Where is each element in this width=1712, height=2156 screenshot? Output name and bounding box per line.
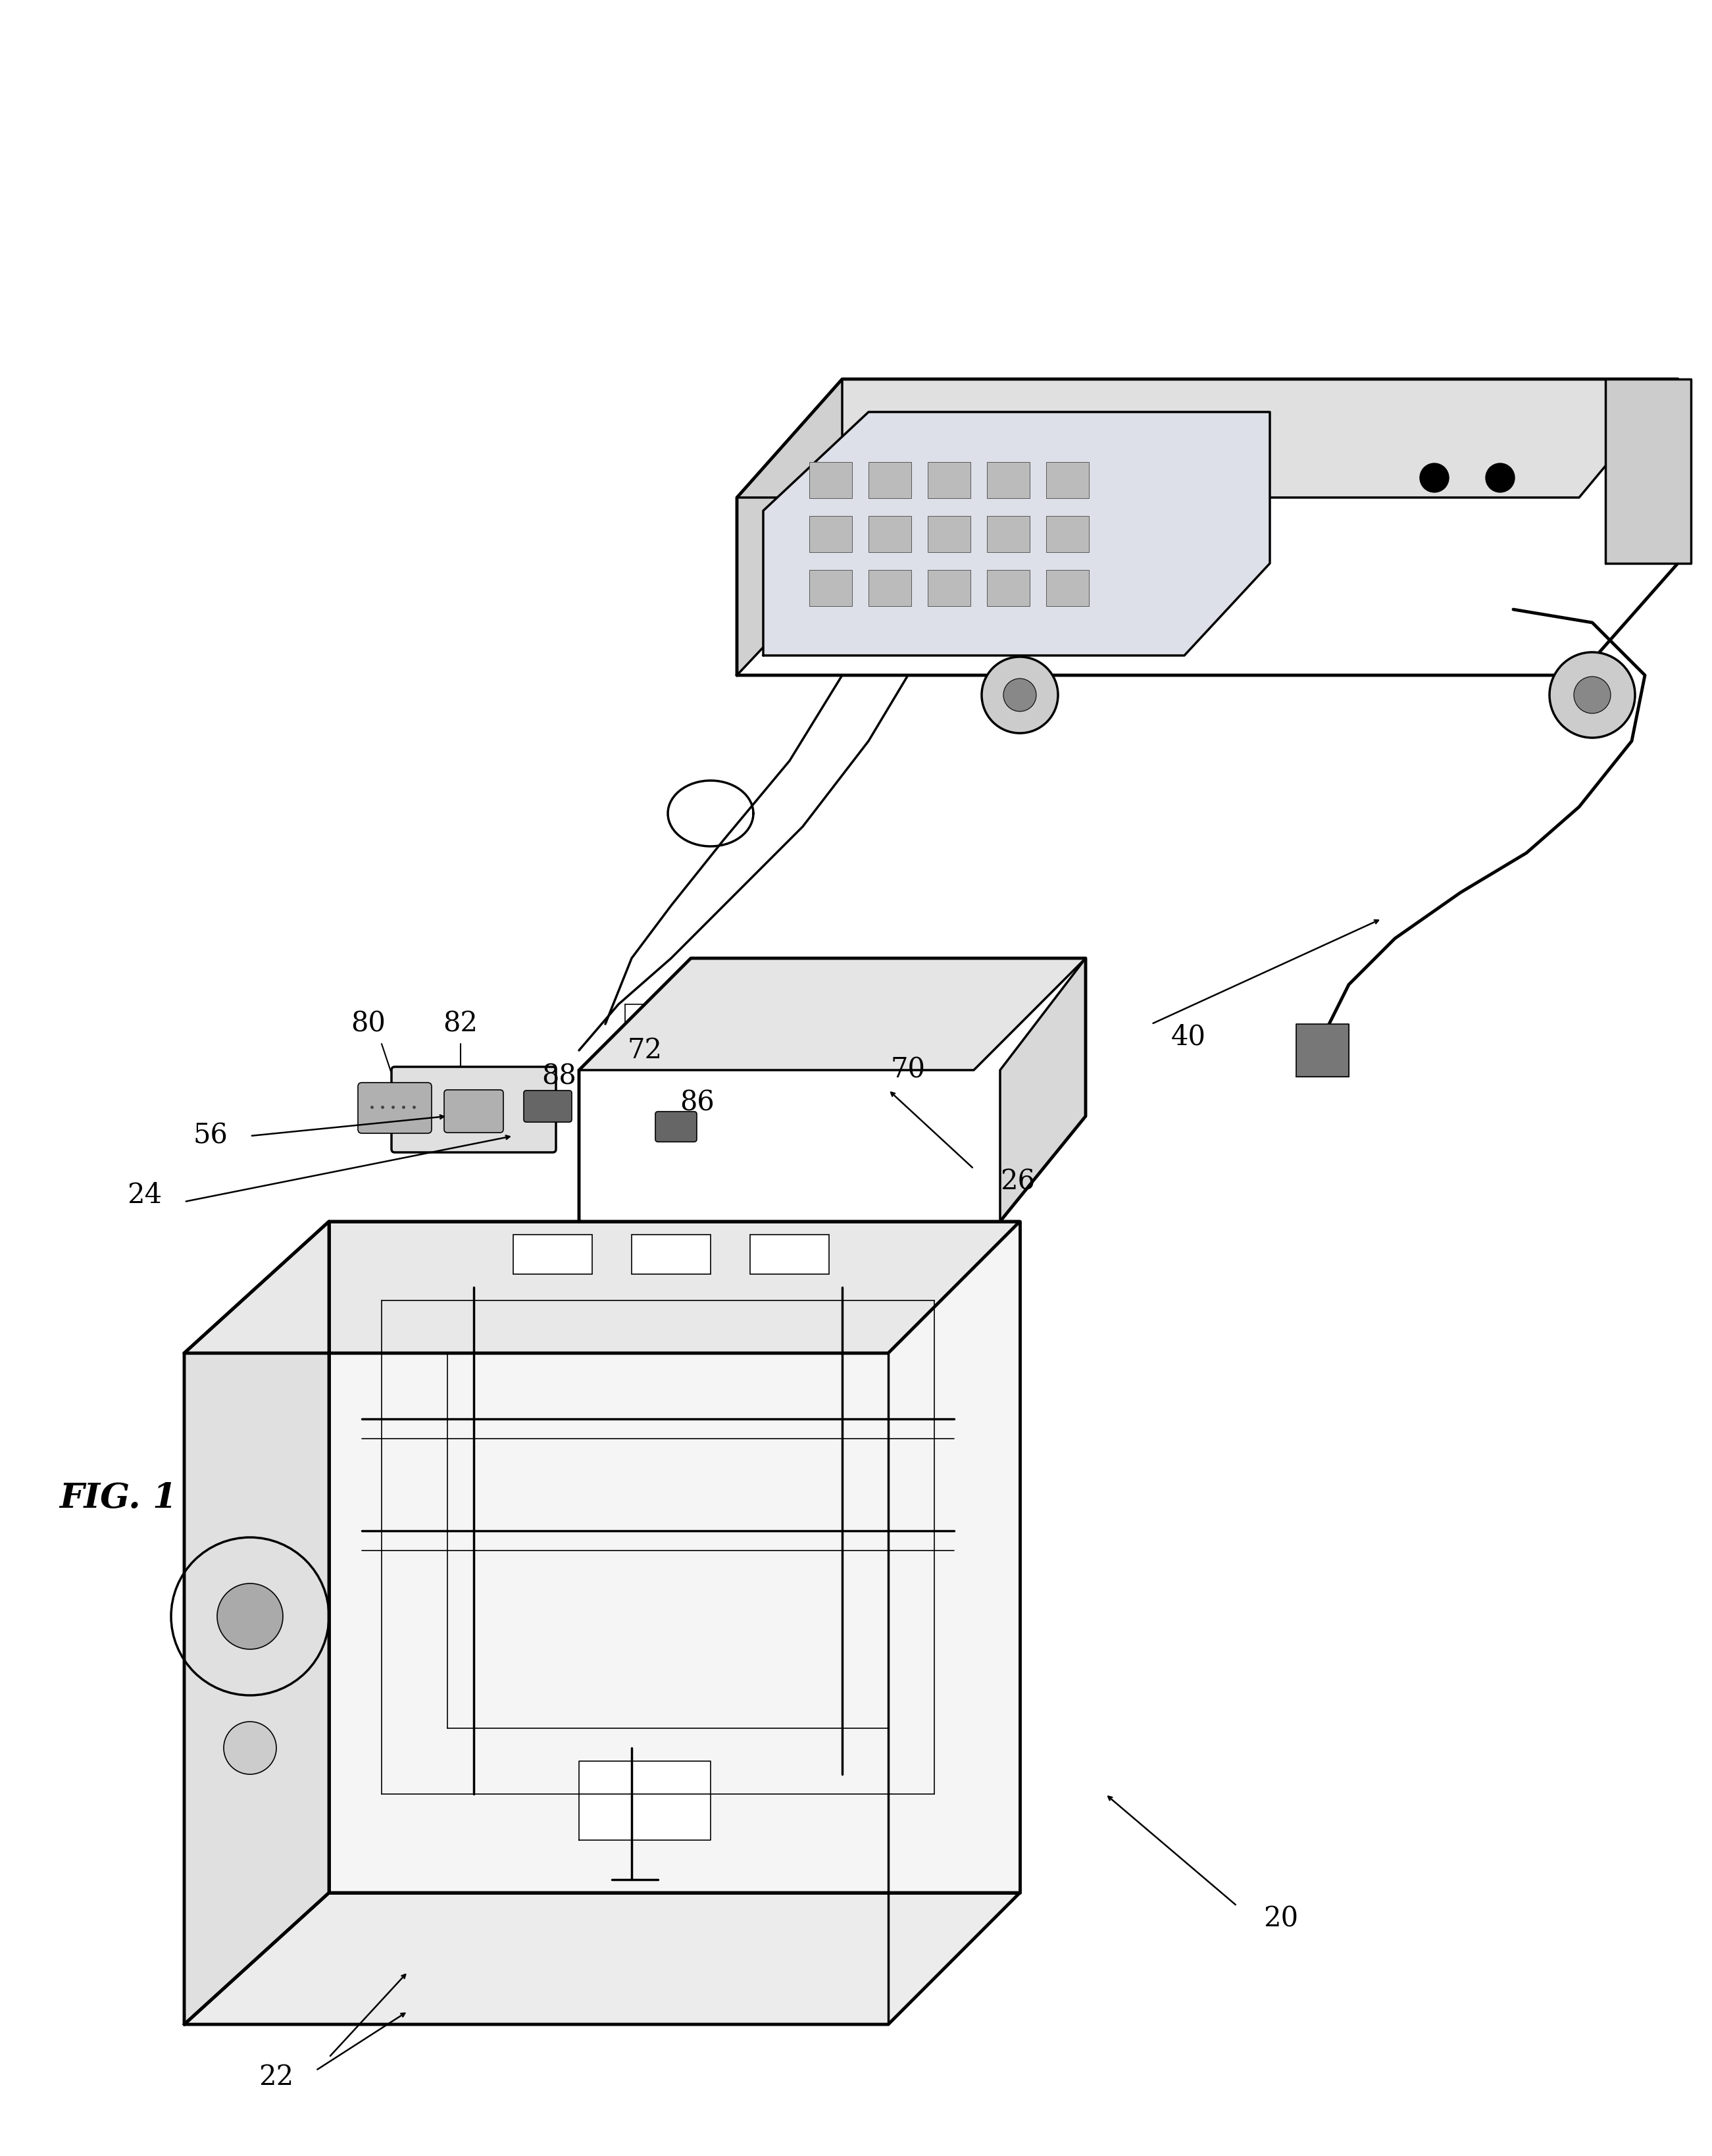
Text: 70: 70 xyxy=(890,1056,926,1084)
Polygon shape xyxy=(1296,1024,1349,1076)
Circle shape xyxy=(1419,464,1448,492)
FancyBboxPatch shape xyxy=(443,1089,503,1132)
FancyBboxPatch shape xyxy=(656,1112,697,1143)
Bar xyxy=(810,461,853,498)
Bar xyxy=(868,569,911,606)
Polygon shape xyxy=(579,957,1085,1222)
Polygon shape xyxy=(185,1222,1020,1354)
Polygon shape xyxy=(185,1893,1020,2024)
Circle shape xyxy=(217,1583,282,1649)
Text: FIG. 1: FIG. 1 xyxy=(60,1481,178,1516)
Polygon shape xyxy=(579,957,1085,1069)
Polygon shape xyxy=(736,379,842,675)
Circle shape xyxy=(1003,679,1036,711)
Polygon shape xyxy=(764,412,1270,655)
Text: 20: 20 xyxy=(1263,1906,1298,1934)
Polygon shape xyxy=(1000,957,1085,1222)
Text: 86: 86 xyxy=(680,1089,716,1117)
Bar xyxy=(750,1235,829,1274)
Polygon shape xyxy=(736,379,1678,498)
Bar xyxy=(514,1235,592,1274)
Text: 88: 88 xyxy=(543,1063,577,1091)
Bar xyxy=(810,515,853,552)
Text: 26: 26 xyxy=(1000,1169,1036,1197)
Bar xyxy=(1046,461,1089,498)
FancyBboxPatch shape xyxy=(392,1067,556,1151)
Text: 40: 40 xyxy=(1171,1024,1205,1050)
Text: 56: 56 xyxy=(193,1121,228,1149)
Bar xyxy=(986,569,1029,606)
Circle shape xyxy=(1573,677,1611,714)
Bar xyxy=(1046,569,1089,606)
Polygon shape xyxy=(736,379,1678,675)
Polygon shape xyxy=(185,1222,329,2024)
Bar xyxy=(986,515,1029,552)
Text: 80: 80 xyxy=(351,1011,385,1037)
Text: 72: 72 xyxy=(627,1037,663,1065)
Bar xyxy=(810,569,853,606)
Bar xyxy=(986,461,1029,498)
FancyBboxPatch shape xyxy=(524,1091,572,1121)
Circle shape xyxy=(224,1723,276,1774)
Text: 22: 22 xyxy=(259,2063,294,2091)
Text: 82: 82 xyxy=(443,1011,478,1037)
Circle shape xyxy=(1486,464,1515,492)
Polygon shape xyxy=(579,1761,710,1839)
Bar xyxy=(928,461,971,498)
Bar xyxy=(1046,515,1089,552)
Bar xyxy=(928,569,971,606)
Circle shape xyxy=(1549,653,1635,737)
Bar xyxy=(868,515,911,552)
Bar xyxy=(632,1235,710,1274)
Circle shape xyxy=(981,658,1058,733)
Text: 24: 24 xyxy=(127,1181,163,1210)
Bar xyxy=(928,515,971,552)
Polygon shape xyxy=(329,1222,1020,1893)
Polygon shape xyxy=(1606,379,1691,563)
Bar xyxy=(868,461,911,498)
FancyBboxPatch shape xyxy=(358,1082,431,1134)
